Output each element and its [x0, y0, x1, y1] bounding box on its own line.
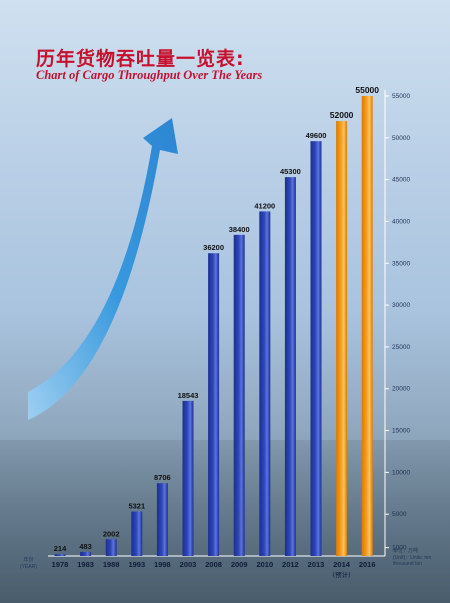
value-label-2013: 49600 — [306, 131, 327, 140]
bar-2014-forecast — [336, 121, 348, 556]
background-haze — [0, 440, 450, 603]
value-label-1998: 8706 — [154, 473, 171, 482]
x-unit-en: (YEAR) — [20, 564, 37, 570]
value-label-2014: 52000 — [330, 110, 354, 120]
value-label-2008: 36200 — [203, 243, 224, 252]
value-label-1983: 483 — [79, 542, 92, 551]
chart-title-cn: 历年货物吞吐量一览表: — [36, 48, 245, 70]
chart-title-en: Chart of Cargo Throughput Over The Years — [36, 68, 263, 82]
bar-1983 — [80, 551, 92, 556]
value-label-1988: 2002 — [103, 529, 120, 538]
x-tick-label-2014: 2014 — [333, 560, 351, 569]
value-label-1978: 214 — [54, 544, 67, 553]
bar-2009 — [233, 234, 245, 556]
x-tick-label-1978: 1978 — [52, 560, 69, 569]
x-tick-label-2013: 2013 — [308, 560, 325, 569]
bar-1978 — [54, 554, 66, 556]
value-label-2003: 18543 — [178, 391, 199, 400]
y-tick-label: 20000 — [392, 386, 410, 393]
y-tick-label: 40000 — [392, 218, 410, 225]
value-label-2010: 41200 — [254, 201, 275, 210]
x-unit-note: 年份 (YEAR) — [20, 557, 37, 571]
y-tick-label: 50000 — [392, 135, 410, 142]
x-tick-label-1993: 1993 — [128, 560, 145, 569]
x-tick-label-1983: 1983 — [77, 560, 94, 569]
x-tick-label-2009: 2009 — [231, 560, 248, 569]
value-label-2012: 45300 — [280, 167, 301, 176]
x-tick-label-2010: 2010 — [256, 560, 273, 569]
y-tick-label: 5000 — [392, 511, 407, 518]
bar-1993 — [131, 511, 143, 556]
y-tick-label: 15000 — [392, 428, 410, 435]
bar-2013 — [310, 141, 322, 556]
bar-2010 — [259, 211, 271, 556]
y-tick-label: 10000 — [392, 469, 410, 476]
value-label-1993: 5321 — [128, 501, 145, 510]
value-label-2009: 38400 — [229, 225, 250, 234]
y-tick-label: 45000 — [392, 177, 410, 184]
y-tick-label: 30000 — [392, 302, 410, 309]
x-tick-label-2012: 2012 — [282, 560, 299, 569]
y-unit-en: (Unit)：Units: ten thousand ton — [393, 554, 432, 568]
x-tick-label-1998: 1998 — [154, 560, 171, 569]
bar-1988 — [105, 539, 117, 556]
bar-2012 — [284, 177, 296, 557]
y-tick-label: 1000 — [392, 545, 407, 552]
x-unit-cn: 年份 — [23, 557, 34, 563]
bar-1998 — [156, 483, 168, 556]
growth-arrow-icon — [28, 118, 178, 420]
forecast-note: (预计) — [333, 570, 351, 579]
y-tick-label: 55000 — [392, 93, 410, 100]
bar-2003 — [182, 400, 194, 556]
x-tick-label-2008: 2008 — [205, 560, 222, 569]
y-tick-label: 35000 — [392, 260, 410, 267]
value-label-2016: 55000 — [355, 85, 379, 95]
y-tick-label: 25000 — [392, 344, 410, 351]
x-tick-label-2003: 2003 — [180, 560, 197, 569]
bar-2008 — [208, 253, 220, 556]
x-tick-label-2016: 2016 — [359, 560, 376, 569]
y-unit-cn: 单位：万吨 — [393, 548, 419, 554]
x-tick-label-1988: 1988 — [103, 560, 120, 569]
y-unit-note: 单位：万吨 (Unit)：Units: ten thousand ton — [393, 548, 450, 568]
bar-2016-forecast — [361, 96, 373, 556]
